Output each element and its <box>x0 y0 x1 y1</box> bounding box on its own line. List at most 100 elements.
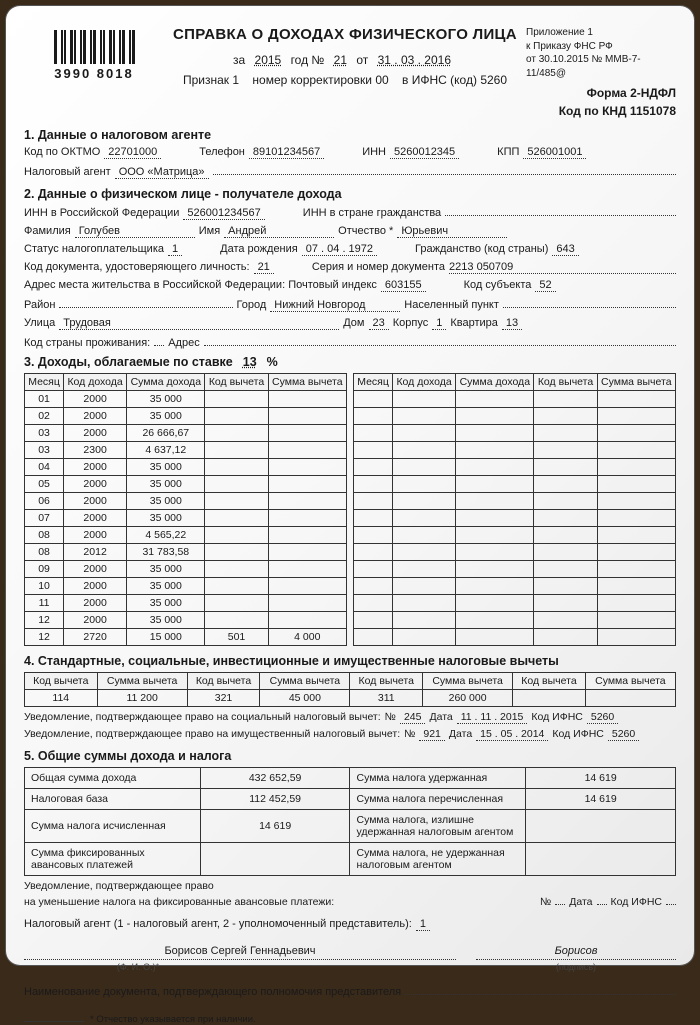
notice-social-num[interactable]: 245 <box>400 711 426 724</box>
ifns-field[interactable]: 5260 <box>480 73 507 87</box>
table-row[interactable] <box>354 442 676 459</box>
doc-num-field[interactable]: 2213 050709 <box>449 261 676 274</box>
fixed-notice-date[interactable] <box>597 904 607 905</box>
section2-title: 2. Данные о физическом лице - получателе… <box>24 187 676 201</box>
table-row[interactable] <box>354 595 676 612</box>
table-row[interactable] <box>354 493 676 510</box>
surname-field[interactable]: Голубев <box>75 225 195 238</box>
telefon-field[interactable]: 89101234567 <box>249 146 324 159</box>
kpp-field[interactable]: 526001001 <box>523 146 586 159</box>
dom-field[interactable]: 23 <box>369 317 389 330</box>
agent-inn-field[interactable]: 5260012345 <box>390 146 459 159</box>
notice-social-date[interactable]: 11 . 11 . 2015 <box>457 711 528 724</box>
notice-property: Уведомление, подтверждающее право на иму… <box>24 728 676 741</box>
table-row[interactable] <box>354 527 676 544</box>
table-row[interactable] <box>354 561 676 578</box>
agent-type-row: Налоговый агент (1 - налоговый агент, 2 … <box>24 918 676 931</box>
postal-field[interactable]: 603155 <box>381 279 426 292</box>
korpus-field[interactable]: 1 <box>432 317 446 330</box>
income-table-left[interactable]: Месяц Код дохода Сумма дохода Код вычета… <box>24 373 347 646</box>
barcode-number: 3990 8018 <box>54 66 133 81</box>
date-field[interactable]: 31 . 03 . 2016 <box>372 53 457 67</box>
locality-field[interactable] <box>503 297 676 308</box>
subject-code-field[interactable]: 52 <box>535 279 555 292</box>
notice-property-date[interactable]: 15 . 05 . 2014 <box>476 728 548 741</box>
raion-field[interactable] <box>59 297 232 308</box>
city-field[interactable]: Нижний Новгород <box>270 299 400 312</box>
deduction-table[interactable]: Код вычета Сумма вычета Код вычета Сумма… <box>24 672 676 707</box>
table-row[interactable] <box>354 544 676 561</box>
signer-fio-field[interactable]: Борисов Сергей Геннадьевич <box>24 945 456 960</box>
agent-name-field[interactable]: ООО «Матрица» <box>115 166 209 179</box>
fixed-advance-notice: Уведомление, подтверждающее право на уме… <box>24 880 676 908</box>
doc-holder-field[interactable] <box>405 994 676 995</box>
number-field[interactable]: 21 <box>328 53 353 67</box>
agent-type-field[interactable]: 1 <box>416 918 430 931</box>
agent-name-row: Налоговый агент ООО «Матрица» <box>24 164 676 179</box>
barcode-block: 3990 8018 <box>24 30 164 81</box>
barcode-icon <box>54 30 135 64</box>
table-row[interactable] <box>354 476 676 493</box>
doc-code-field[interactable]: 21 <box>254 261 274 274</box>
firstname-field[interactable]: Андрей <box>224 225 334 238</box>
korrekt-field[interactable]: 00 <box>375 73 388 87</box>
table-row[interactable] <box>354 425 676 442</box>
fixed-notice-num[interactable] <box>555 904 565 905</box>
signature-block: Налоговый агент (1 - налоговый агент, 2 … <box>24 918 676 972</box>
table-row[interactable] <box>354 459 676 476</box>
citizenship-field[interactable]: 643 <box>552 243 578 256</box>
fixed-notice-ifns[interactable] <box>666 904 676 905</box>
signature-field[interactable]: Борисов <box>476 945 676 960</box>
priznak-field[interactable]: 1 <box>232 73 239 87</box>
patronymic-field[interactable]: Юрьевич <box>397 225 507 238</box>
inn-foreign-field[interactable] <box>445 205 676 216</box>
table-row[interactable] <box>354 578 676 595</box>
notice-property-num[interactable]: 921 <box>419 728 445 741</box>
table-row[interactable] <box>354 391 676 408</box>
footnote-row: * Отчество указывается при наличии. <box>24 1014 676 1025</box>
rate-field[interactable]: 13 <box>239 355 261 369</box>
status-row: Статус налогоплательщика 1 Дата рождения… <box>24 243 676 256</box>
section1-title: 1. Данные о налоговом агенте <box>24 128 676 142</box>
birthdate-field[interactable]: 07 . 04 . 1972 <box>302 243 377 256</box>
year-field[interactable]: 2015 <box>249 53 288 67</box>
income-table-right[interactable]: Месяц Код дохода Сумма дохода Код вычета… <box>353 373 676 646</box>
table-row[interactable] <box>354 629 676 646</box>
street-field[interactable]: Трудовая <box>59 317 339 330</box>
table-row[interactable] <box>354 408 676 425</box>
foreign-address-field[interactable] <box>204 335 676 346</box>
oktmo-field[interactable]: 22701000 <box>104 146 161 159</box>
status-field[interactable]: 1 <box>168 243 182 256</box>
table-row[interactable] <box>354 612 676 629</box>
table-row[interactable] <box>354 510 676 527</box>
kvartira-field[interactable]: 13 <box>502 317 522 330</box>
inn-rf-field[interactable]: 526001234567 <box>183 207 264 220</box>
country-code-field[interactable] <box>154 345 164 346</box>
notice-property-ifns[interactable]: 5260 <box>608 728 639 741</box>
notice-social-ifns[interactable]: 5260 <box>587 711 618 724</box>
deduction-row[interactable]: 114 11 200 321 45 000 311 260 000 <box>25 690 676 707</box>
income-table-right-body[interactable] <box>354 391 676 646</box>
